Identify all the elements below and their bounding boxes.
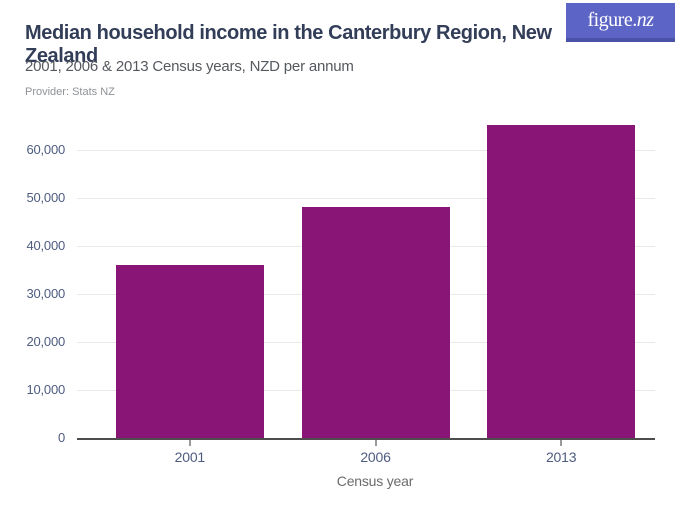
figurenz-logo[interactable]: figure.nz xyxy=(566,3,675,42)
y-axis-label: 60,000 xyxy=(26,142,65,157)
y-axis-label: 50,000 xyxy=(26,190,65,205)
chart-title: Median household income in the Canterbur… xyxy=(25,22,552,67)
y-axis-label: 0 xyxy=(57,430,65,445)
chart-subtitle: 2001, 2006 & 2013 Census years, NZD per … xyxy=(25,58,354,75)
y-axis-label: 20,000 xyxy=(26,334,65,349)
bar-2001 xyxy=(115,265,264,438)
x-axis-tick xyxy=(374,440,377,446)
x-axis-tick xyxy=(188,440,191,446)
gridline xyxy=(77,150,655,151)
figurenz-logo-text: figure.nz xyxy=(587,9,654,31)
bar-2006 xyxy=(301,206,450,438)
bar-2013 xyxy=(487,124,636,438)
x-axis-label-2001: 2001 xyxy=(174,449,206,465)
x-axis-baseline xyxy=(77,438,655,440)
x-axis-title: Census year xyxy=(336,473,414,489)
y-axis-label: 30,000 xyxy=(26,286,65,301)
x-axis-label-2006: 2006 xyxy=(360,449,391,465)
x-axis-label-2013: 2013 xyxy=(545,449,577,465)
y-axis-label: 40,000 xyxy=(26,238,65,253)
y-axis-label: 10,000 xyxy=(26,382,65,397)
gridline xyxy=(77,198,655,199)
chart-provider: Provider: Stats NZ xyxy=(25,86,115,98)
x-axis-tick xyxy=(560,440,563,446)
